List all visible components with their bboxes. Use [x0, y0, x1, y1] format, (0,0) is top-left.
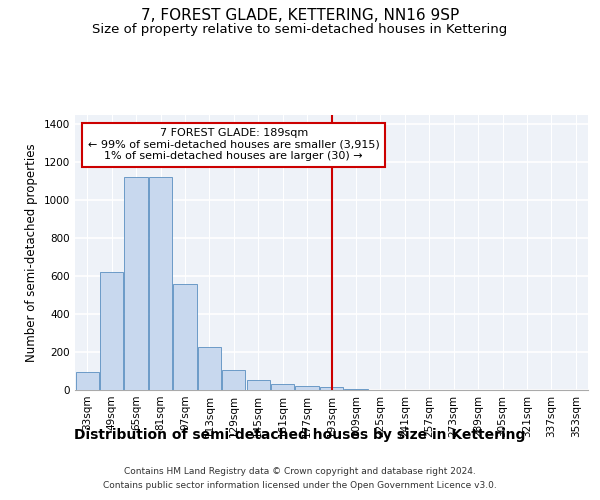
- Bar: [344, 389, 368, 390]
- Bar: [320, 387, 343, 390]
- Bar: [124, 176, 148, 390]
- Text: 7, FOREST GLADE, KETTERING, NN16 9SP: 7, FOREST GLADE, KETTERING, NN16 9SP: [141, 8, 459, 22]
- Y-axis label: Number of semi-detached properties: Number of semi-detached properties: [25, 143, 38, 362]
- Bar: [222, 370, 245, 390]
- Bar: [247, 380, 270, 390]
- Bar: [271, 384, 294, 390]
- Bar: [295, 386, 319, 390]
- Bar: [173, 284, 197, 390]
- Text: Contains public sector information licensed under the Open Government Licence v3: Contains public sector information licen…: [103, 481, 497, 490]
- Text: Contains HM Land Registry data © Crown copyright and database right 2024.: Contains HM Land Registry data © Crown c…: [124, 468, 476, 476]
- Bar: [198, 348, 221, 390]
- Text: Size of property relative to semi-detached houses in Kettering: Size of property relative to semi-detach…: [92, 22, 508, 36]
- Bar: [100, 272, 123, 390]
- Bar: [76, 372, 99, 390]
- Text: Distribution of semi-detached houses by size in Kettering: Distribution of semi-detached houses by …: [74, 428, 526, 442]
- Bar: [149, 176, 172, 390]
- Text: 7 FOREST GLADE: 189sqm
← 99% of semi-detached houses are smaller (3,915)
1% of s: 7 FOREST GLADE: 189sqm ← 99% of semi-det…: [88, 128, 380, 162]
